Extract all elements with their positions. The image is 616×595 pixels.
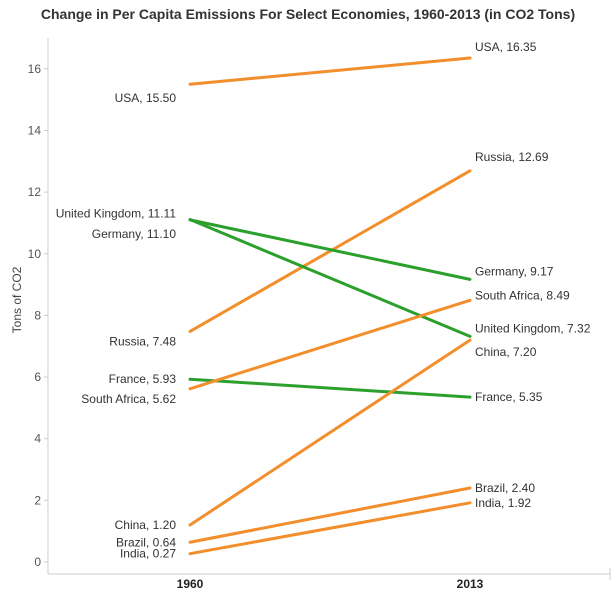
data-label-1960: USA, 15.50 — [115, 91, 177, 105]
axes-group: 0 2 4 6 8 10 12 14 16 Tons of CO2 1960 2013 — [10, 38, 611, 591]
data-label-2013: USA, 16.35 — [475, 40, 537, 54]
data-label-2013: Russia, 12.69 — [475, 150, 549, 164]
y-tick-label: 14 — [28, 123, 42, 137]
data-label-2013: Brazil, 2.40 — [475, 481, 535, 495]
x-category-label: 2013 — [457, 577, 484, 591]
series-line — [188, 218, 472, 281]
series-line — [188, 338, 472, 527]
data-label-2013: China, 7.20 — [475, 345, 537, 359]
data-label-1960: China, 1.20 — [115, 518, 177, 532]
data-label-1960: Germany, 11.10 — [92, 227, 177, 241]
data-label-2013: South Africa, 8.49 — [475, 288, 570, 302]
y-tick-label: 12 — [28, 185, 42, 199]
data-label-2013: India, 1.92 — [475, 496, 531, 510]
data-label-1960: Russia, 7.48 — [109, 334, 176, 348]
y-tick-label: 0 — [34, 555, 41, 569]
y-tick-label: 16 — [28, 62, 42, 76]
series-line — [188, 377, 472, 399]
y-tick-label: 10 — [28, 247, 42, 261]
data-label-2013: United Kingdom, 7.32 — [475, 321, 591, 335]
y-tick-label: 6 — [34, 370, 41, 384]
data-label-2013: Germany, 9.17 — [475, 264, 554, 278]
series-line — [188, 218, 472, 338]
data-label-1960: South Africa, 5.62 — [81, 392, 176, 406]
data-label-1960: India, 0.27 — [120, 547, 176, 561]
data-label-1960: France, 5.93 — [109, 372, 177, 386]
series-line — [188, 486, 472, 544]
data-labels: USA, 15.50 USA, 16.35 Russia, 7.48 Russia, … — [56, 40, 591, 561]
y-tick-label: 8 — [34, 308, 41, 322]
data-label-1960: Brazil, 0.64 — [116, 535, 176, 549]
series-line — [188, 56, 472, 86]
series-line — [188, 169, 472, 333]
series-line — [188, 501, 472, 556]
data-label-2013: France, 5.35 — [475, 390, 543, 404]
y-axis-label: Tons of CO2 — [10, 266, 24, 333]
y-tick-label: 4 — [34, 432, 41, 446]
series-line — [188, 298, 472, 391]
data-label-1960: United Kingdom, 11.11 — [56, 207, 177, 221]
y-tick-label: 2 — [34, 493, 41, 507]
series-lines — [188, 56, 472, 556]
x-category-label: 1960 — [177, 577, 204, 591]
chart-title: Change in Per Capita Emissions For Selec… — [40, 6, 576, 22]
